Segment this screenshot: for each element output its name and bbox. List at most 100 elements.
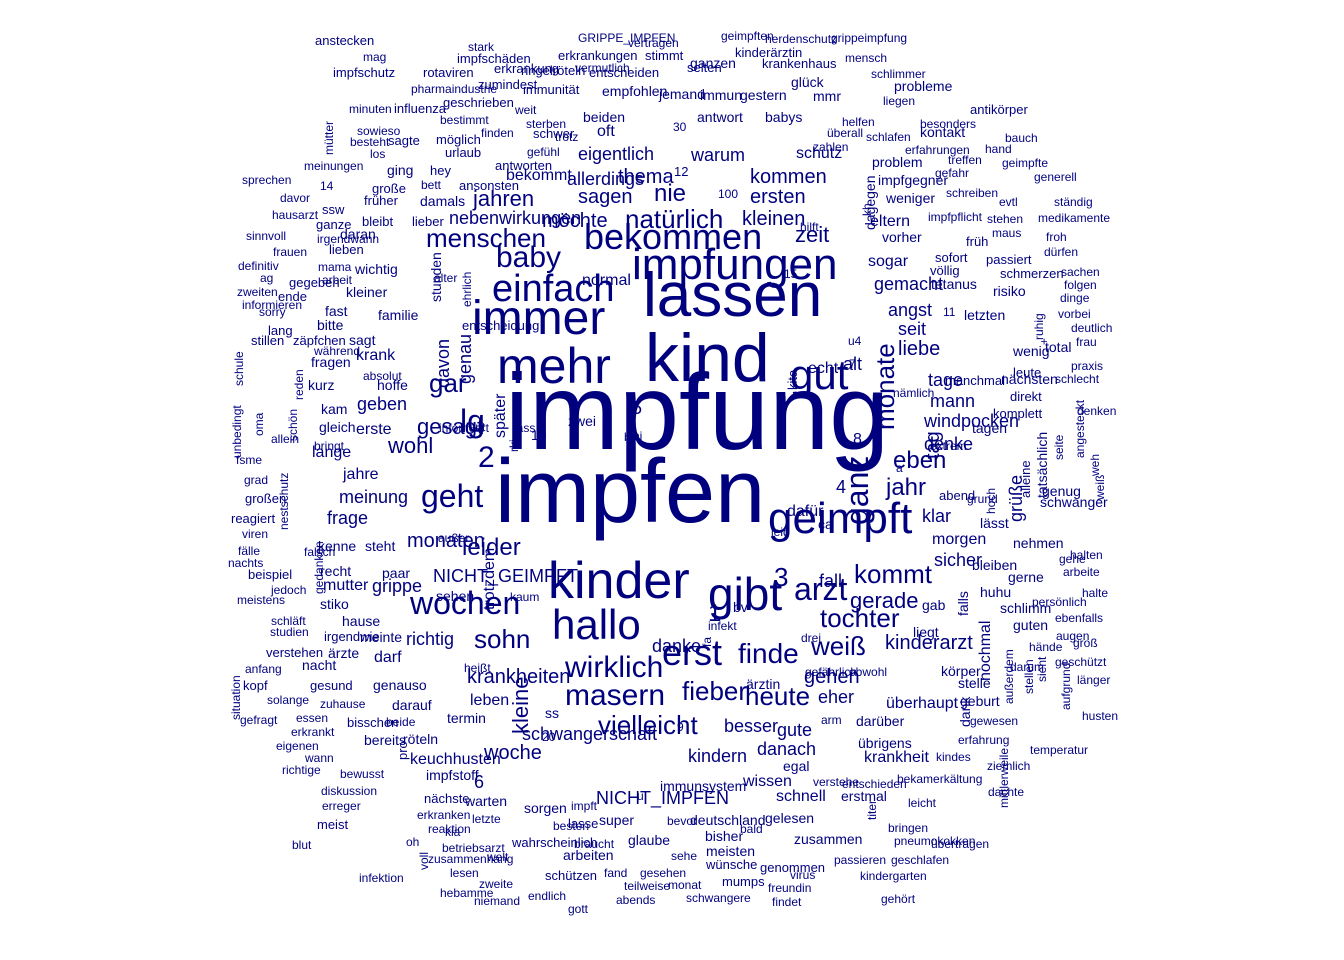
word-jahr: jahr xyxy=(886,473,927,501)
word-ansonsten: ansonsten xyxy=(459,177,519,193)
word-fragen: fragen xyxy=(311,354,351,371)
word-sehe: sehe xyxy=(671,848,698,863)
word-gleich: gleich xyxy=(319,419,356,436)
word-kita: kita xyxy=(785,369,801,390)
word-liegt: liegt xyxy=(913,624,939,641)
word-teilweise: teilweise xyxy=(624,878,671,893)
word-ringelroeteln: ringelröteln xyxy=(521,62,586,78)
word-menschen: menschen xyxy=(426,222,546,253)
word-kleinen: kleinen xyxy=(742,208,806,230)
word-hand: hand xyxy=(985,141,1012,156)
word-kam: kam xyxy=(321,401,348,418)
word-pneumokokken: pneumokokken xyxy=(894,833,976,848)
word-bisschen: bisschen xyxy=(347,714,399,730)
word-gar: gar xyxy=(429,367,467,398)
word-muetter: mütter xyxy=(322,120,337,155)
word-krank: krank xyxy=(356,347,396,365)
word-2: 2 xyxy=(478,440,495,474)
word-woche: woche xyxy=(484,742,542,764)
word-gerne: gerne xyxy=(1008,569,1044,586)
word-arbeit: arbeit xyxy=(322,272,353,287)
word-20: 20 xyxy=(542,729,556,744)
word-erkrankt: erkrankt xyxy=(291,724,335,739)
word-zeit: zeit xyxy=(795,222,830,248)
word-geschrieben: geschrieben xyxy=(443,94,514,110)
word-daran: daran xyxy=(340,226,376,243)
word-diskussion: diskussion xyxy=(321,783,378,798)
word-morgen: morgen xyxy=(932,531,987,549)
word-immer: immer xyxy=(472,292,606,346)
word-tatsaechlich: tatsächlich xyxy=(1033,431,1050,498)
word-meisten: meisten xyxy=(706,843,756,860)
word-reaktion: reaktion xyxy=(428,821,471,836)
word-thema: thema xyxy=(618,166,674,188)
word-pro: pro xyxy=(395,741,411,760)
word-sagte: sagte xyxy=(388,132,420,148)
word-zuhause: zuhause xyxy=(320,696,366,711)
word-gelesen: gelesen xyxy=(765,810,815,827)
word-lasse: lasse xyxy=(568,815,599,831)
word-fast: fast xyxy=(325,303,348,320)
word-antikoerper: antikörper xyxy=(970,101,1028,117)
word-schwanger: schwanger xyxy=(1040,494,1108,511)
word-manchmal: manchmal xyxy=(945,372,1005,388)
word-mann: mann xyxy=(930,390,976,411)
word-erkrankungen: erkrankungen xyxy=(558,47,638,63)
word-grippeimpfung: grippeimpfung xyxy=(831,30,908,45)
word-generell: generell xyxy=(1034,169,1077,184)
word-informiert: informiert xyxy=(439,420,490,435)
word-wissen: wissen xyxy=(743,773,792,791)
word-tetanus: tetanus xyxy=(931,276,977,293)
word-darf: darf xyxy=(374,649,402,667)
word-ehrlich: ehrlich xyxy=(460,271,475,307)
word-weiss: weiß xyxy=(811,630,866,661)
word-lassen: lassen xyxy=(643,261,823,331)
word-stimmt: stimmt xyxy=(645,47,684,63)
word-faelle: fälle xyxy=(238,543,261,558)
word-kopf: kopf xyxy=(243,677,268,693)
word-hoffe: hoffe xyxy=(377,377,408,394)
word-deutlich: deutlich xyxy=(1071,320,1113,335)
word-koerper: körper xyxy=(941,663,981,680)
word-entscheiden: entscheiden xyxy=(589,64,660,80)
word-immunitaet: immunität xyxy=(523,81,580,97)
word-letzte: letzte xyxy=(472,811,501,826)
word-zusammenhang: zusammenhang xyxy=(428,851,514,866)
word-mutter: mutter xyxy=(323,577,369,595)
word-immunsystem: immunsystem xyxy=(660,778,747,795)
word-krankenhaus: krankenhaus xyxy=(762,55,837,71)
word-wann: wann xyxy=(305,750,334,765)
word-grad: grad xyxy=(244,472,269,487)
word-hey: hey xyxy=(430,162,451,178)
word-niemand: niemand xyxy=(474,893,521,908)
word-zweiten: zweiten xyxy=(237,284,278,299)
word-bereits: bereits xyxy=(364,732,407,749)
word-allerdings: allerdings xyxy=(567,168,645,189)
word-bisher: bisher xyxy=(705,828,744,845)
word-tage: tage xyxy=(928,369,964,390)
word-schwangerschaft: schwangerschaft xyxy=(522,723,658,744)
word-erste: erste xyxy=(356,421,392,439)
word-mmr: mmr xyxy=(813,88,841,105)
word-reagiert: reagiert xyxy=(231,510,276,526)
word-treffen: treffen xyxy=(948,152,982,167)
word-angst: angst xyxy=(888,299,933,320)
word-baby: baby xyxy=(496,240,562,274)
word-erreger: erreger xyxy=(322,798,361,813)
word-vorher: vorher xyxy=(882,229,922,246)
word-frauen: frauen xyxy=(273,244,308,259)
word-eigenen: eigenen xyxy=(276,738,319,753)
word-problem: problem xyxy=(872,154,923,171)
word-geimpften: geimpften xyxy=(721,28,774,43)
word-lg: lg xyxy=(460,402,485,439)
word-zweite: zweite xyxy=(479,876,514,891)
word-gewesen: gewesen xyxy=(970,713,1019,728)
word-gefragt: gefragt xyxy=(240,712,278,727)
word-staendig: ständig xyxy=(1054,194,1093,209)
word-gefahr: gefahr xyxy=(935,165,970,180)
word-mama: mama xyxy=(318,259,352,274)
word-wenig: wenig xyxy=(1013,343,1050,360)
word-zahlen: zahlen xyxy=(813,139,849,154)
word-genauso: genauso xyxy=(373,677,427,694)
word-wuensche: wünsche xyxy=(706,856,758,872)
